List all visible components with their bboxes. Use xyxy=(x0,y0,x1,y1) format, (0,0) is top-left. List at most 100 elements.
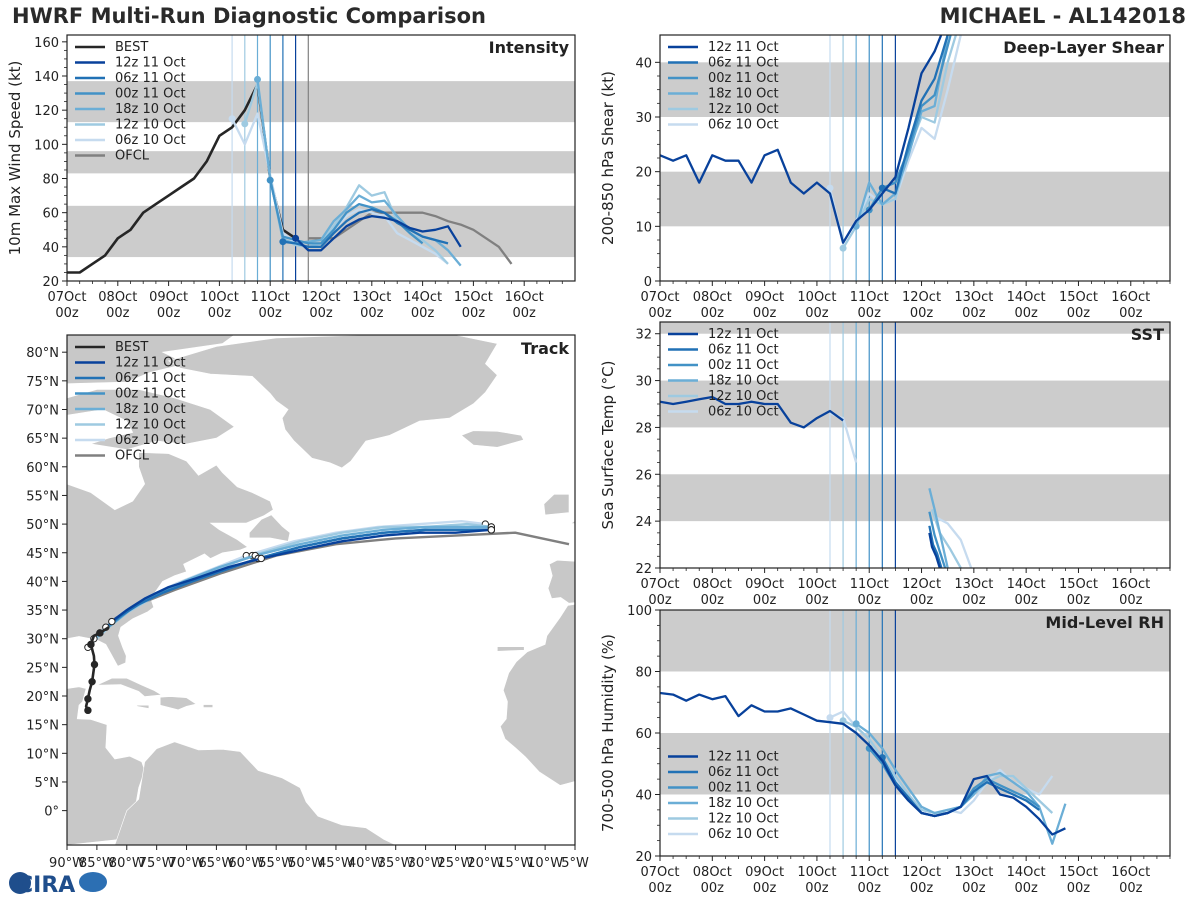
sst-legend-label: 12z 10 Oct xyxy=(708,389,779,404)
rh-init-marker xyxy=(852,720,860,728)
intensity-plot-area xyxy=(67,35,575,281)
cuba-landmass xyxy=(96,677,163,697)
track-ytick-label: 75°N xyxy=(26,375,59,390)
track-xtick-label: 25°W xyxy=(438,856,474,871)
track-xtick-label: 30°W xyxy=(408,856,444,871)
shear-xtick-label: 00z xyxy=(1119,306,1143,321)
intensity-legend-label: 12z 11 Oct xyxy=(115,56,186,71)
rh-series-line xyxy=(660,691,1066,836)
track-panel: 0° 5°N 10°N 15°N 20°N 25°N 30°N 35°N 40°N 45°N 50°… xyxy=(26,334,589,871)
sst-series-line xyxy=(930,509,962,568)
track-xtick-label: 5°W xyxy=(561,856,589,871)
track-legend-label: 18z 10 Oct xyxy=(115,402,186,417)
intensity-xtick-label: 00z xyxy=(157,306,181,321)
shear-series-line xyxy=(855,35,949,227)
sst-series-line xyxy=(928,525,943,568)
track-legend-label: OFCL xyxy=(115,449,150,464)
sst-xtick-label: 00z xyxy=(805,593,829,608)
rh-xtick-label: 00z xyxy=(701,881,725,896)
shear-threshold-band xyxy=(660,62,1170,117)
ireland-landmass xyxy=(543,493,570,516)
sst-series-line xyxy=(928,532,941,568)
sst-legend-label: 18z 10 Oct xyxy=(708,374,779,389)
britain-landmass xyxy=(569,520,575,524)
iceland-landmass xyxy=(460,430,525,448)
rh-xtick-label: 00z xyxy=(910,881,934,896)
sst-ytick-label: 32 xyxy=(635,328,652,343)
intensity-xtick-label: 00z xyxy=(55,306,79,321)
sst-ytick-label: 26 xyxy=(635,468,652,483)
sst-legend-label: 06z 10 Oct xyxy=(708,405,779,420)
shear-xtick-label: 16Oct xyxy=(1111,290,1150,305)
track-legend-label: 06z 10 Oct xyxy=(115,433,186,448)
rh-ytick-label: 80 xyxy=(635,666,652,681)
rh-threshold-band xyxy=(660,610,1170,672)
shear-legend-label: 12z 11 Oct xyxy=(708,40,779,55)
intensity-xtick-label: 07Oct xyxy=(47,290,86,305)
track-xtick-label: 40°W xyxy=(348,856,384,871)
intensity-init-marker xyxy=(241,120,249,128)
track-position-marker xyxy=(96,629,104,637)
sst-xtick-label: 00z xyxy=(910,593,934,608)
track-ytick-label: 55°N xyxy=(26,489,59,504)
figure-title-right: MICHAEL - AL142018 xyxy=(939,4,1186,28)
shear-xtick-label: 11Oct xyxy=(850,290,889,305)
shear-series-line xyxy=(660,35,943,244)
logo-badge-icon xyxy=(79,872,107,892)
shear-ylabel: 200-850 hPa Shear (kt) xyxy=(599,71,617,245)
track-xtick-label: 85°W xyxy=(79,856,115,871)
intensity-legend-label: BEST xyxy=(115,40,148,55)
shear-xtick-label: 14Oct xyxy=(1007,290,1046,305)
shear-legend-label: 18z 10 Oct xyxy=(708,87,779,102)
sst-xtick-label: 00z xyxy=(648,593,672,608)
shear-init-marker xyxy=(826,184,834,192)
intensity-legend-label: 12z 10 Oct xyxy=(115,118,186,133)
track-position-marker xyxy=(257,554,265,563)
shear-xtick-label: 00z xyxy=(1067,306,1091,321)
rh-xtick-label: 00z xyxy=(648,881,672,896)
shear-xtick-label: 08Oct xyxy=(693,290,732,305)
shear-panel: 01020304007Oct00z08Oct00z09Oct00z10Oct00… xyxy=(599,34,1171,321)
sst-ytick-label: 24 xyxy=(635,515,652,530)
rh-xtick-label: 16Oct xyxy=(1111,865,1150,880)
intensity-ytick-label: 120 xyxy=(34,104,59,119)
arctic-islands-landmass xyxy=(67,335,235,385)
shear-ytick-label: 0 xyxy=(644,275,652,290)
shear-legend-label: 12z 10 Oct xyxy=(708,102,779,117)
track-ytick-label: 40°N xyxy=(26,575,59,590)
sst-xtick-label: 07Oct xyxy=(640,577,679,592)
track-legend-label: 12z 11 Oct xyxy=(115,356,186,371)
sst-xtick-label: 00z xyxy=(858,593,882,608)
intensity-legend-label: 06z 11 Oct xyxy=(115,71,186,86)
track-ytick-label: 60°N xyxy=(26,461,59,476)
rh-xtick-label: 07Oct xyxy=(640,865,679,880)
sst-xtick-label: 10Oct xyxy=(797,577,836,592)
rh-xtick-label: 00z xyxy=(1067,881,1091,896)
track-xtick-label: 60°W xyxy=(228,856,264,871)
canary-islands-landmass xyxy=(496,646,525,652)
track-ytick-label: 20°N xyxy=(26,690,59,705)
sst-series-line xyxy=(934,515,973,568)
puerto-rico-landmass xyxy=(203,704,214,708)
track-legend-label: 12z 10 Oct xyxy=(115,418,186,433)
intensity-ytick-label: 60 xyxy=(42,207,59,222)
shear-xtick-label: 00z xyxy=(858,306,882,321)
shear-ytick-label: 20 xyxy=(635,166,652,181)
shear-ytick-label: 10 xyxy=(635,220,652,235)
shear-xtick-label: 12Oct xyxy=(902,290,941,305)
rh-init-marker xyxy=(826,714,834,722)
intensity-xtick-label: 00z xyxy=(259,306,283,321)
rh-legend-label: 06z 10 Oct xyxy=(708,827,779,842)
sst-xtick-label: 00z xyxy=(1119,593,1143,608)
intensity-init-marker xyxy=(266,176,274,184)
track-title: Track xyxy=(521,339,569,358)
north-america-landmass xyxy=(67,452,274,667)
sst-title: SST xyxy=(1131,325,1164,344)
rh-ytick-label: 60 xyxy=(635,727,652,742)
intensity-xtick-label: 00z xyxy=(309,306,333,321)
intensity-panel: 2040608010012014016007Oct00z08Oct00z09Oc… xyxy=(6,34,576,321)
intensity-xtick-label: 10Oct xyxy=(200,290,239,305)
sst-plot-area xyxy=(660,322,1170,568)
track-position-marker xyxy=(84,695,92,703)
intensity-series-line xyxy=(282,208,449,248)
